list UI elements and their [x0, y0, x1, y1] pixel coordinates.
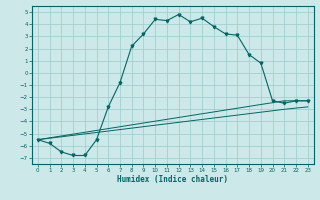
- X-axis label: Humidex (Indice chaleur): Humidex (Indice chaleur): [117, 175, 228, 184]
